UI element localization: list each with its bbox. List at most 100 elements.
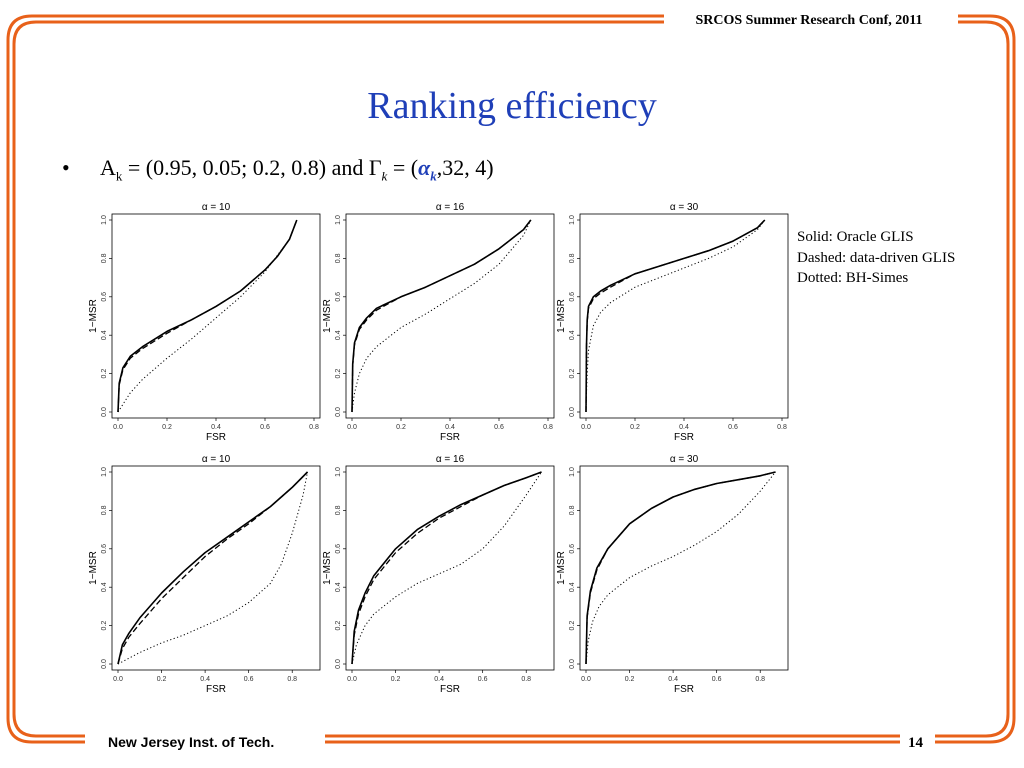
- y-tick-label: 0.8: [569, 253, 576, 263]
- y-axis-label: 1−MSR: [556, 551, 567, 585]
- series-line-solid: [585, 219, 766, 413]
- page-number: 14: [908, 735, 923, 751]
- y-tick-label: 0.2: [101, 369, 108, 379]
- x-tick-label: 0.4: [445, 424, 455, 431]
- frame-corner-top-right: [958, 14, 1016, 80]
- x-tick-label: 0.8: [287, 676, 297, 683]
- x-tick-label: 0.0: [113, 424, 123, 431]
- x-tick-label: 0.2: [157, 676, 167, 683]
- series-line-dotted: [351, 219, 532, 413]
- x-tick-label: 0.0: [113, 676, 123, 683]
- chart-svg: α = 30 0.0 0.2 0.4 0.6 0.8 0.0 0.2 0.4 0.6 0.8 1.0 F…: [556, 202, 789, 443]
- x-tick-label: 0.6: [260, 424, 270, 431]
- chart-svg: α = 10 0.0 0.2 0.4 0.6 0.8 0.0 0.2 0.4 0.6 0.8 1.0 F…: [88, 202, 321, 443]
- x-tick-label: 0.4: [211, 424, 221, 431]
- conference-title: SRCOS Summer Research Conf, 2011: [695, 13, 923, 28]
- y-tick-label: 0.0: [335, 407, 342, 417]
- x-axis-label: FSR: [206, 684, 226, 695]
- gamma-open-text: = (: [387, 155, 419, 180]
- x-tick-label: 0.0: [347, 424, 357, 431]
- x-tick-label: 0.0: [347, 676, 357, 683]
- y-axis-label: 1−MSR: [556, 299, 567, 333]
- y-tick-label: 0.2: [335, 621, 342, 631]
- x-axis-label: FSR: [206, 432, 226, 443]
- x-tick-label: 0.4: [200, 676, 210, 683]
- series-line-solid: [351, 471, 542, 665]
- y-tick-label: 0.0: [569, 407, 576, 417]
- y-tick-label: 0.8: [335, 253, 342, 263]
- y-tick-label: 0.6: [335, 544, 342, 554]
- y-tick-label: 0.4: [335, 330, 342, 340]
- series-line-dotted: [117, 219, 298, 413]
- y-axis-label: 1−MSR: [322, 299, 333, 333]
- chart-panel-5: α = 16 0.0 0.2 0.4 0.6 0.8 0.0 0.2 0.4 0.6 0.8 1.0 F…: [322, 452, 555, 704]
- bullet-item: • Ak = (0.95, 0.05; 0.2, 0.8) and Γk = (α…: [62, 155, 494, 184]
- series-line-dotted: [585, 219, 766, 413]
- slide-title: Ranking efficiency: [367, 85, 657, 127]
- series-line-dashed: [351, 219, 532, 413]
- x-tick-label: 0.6: [728, 424, 738, 431]
- y-tick-label: 0.8: [569, 505, 576, 515]
- y-tick-label: 0.4: [335, 582, 342, 592]
- series-line-dotted: [585, 471, 776, 665]
- series-line-solid: [351, 219, 532, 413]
- chart-svg: α = 30 0.0 0.2 0.4 0.6 0.8 0.0 0.2 0.4 0.6 0.8 1.0 F…: [556, 454, 789, 695]
- y-tick-label: 0.8: [335, 505, 342, 515]
- chart-panel-1: α = 10 0.0 0.2 0.4 0.6 0.8 0.0 0.2 0.4 0.6 0.8 1.0 F…: [88, 200, 321, 452]
- y-tick-label: 1.0: [569, 467, 576, 477]
- legend-dashed: Dashed: data-driven GLIS: [797, 249, 956, 266]
- chart-title: α = 16: [436, 454, 465, 465]
- series-line-dashed: [585, 219, 766, 413]
- x-tick-label: 0.4: [668, 676, 678, 683]
- alpha-k-subscript: k: [430, 168, 437, 184]
- y-tick-label: 0.8: [101, 505, 108, 515]
- y-tick-label: 0.6: [335, 292, 342, 302]
- legend-solid: Solid: Oracle GLIS: [797, 229, 914, 245]
- frame-corner-bottom-right: [935, 705, 1016, 744]
- y-tick-label: 0.6: [101, 292, 108, 302]
- plot-box: [345, 213, 555, 419]
- gamma-subscript: k: [381, 168, 388, 184]
- x-tick-label: 0.6: [478, 676, 488, 683]
- x-tick-label: 0.8: [755, 676, 765, 683]
- series-line-solid: [585, 471, 776, 665]
- x-tick-label: 0.2: [391, 676, 401, 683]
- bullet-params-text: = (0.95, 0.05; 0.2, 0.8) and Γ: [122, 155, 382, 180]
- y-tick-label: 0.0: [569, 659, 576, 669]
- x-axis-label: FSR: [674, 432, 694, 443]
- x-tick-label: 0.4: [679, 424, 689, 431]
- x-tick-label: 0.2: [625, 676, 635, 683]
- x-tick-label: 0.2: [396, 424, 406, 431]
- y-tick-label: 0.2: [569, 621, 576, 631]
- y-tick-label: 0.4: [101, 330, 108, 340]
- chart-svg: α = 16 0.0 0.2 0.4 0.6 0.8 0.0 0.2 0.4 0.6 0.8 1.0 F…: [322, 202, 555, 443]
- plot-box: [579, 213, 789, 419]
- frame-corner-bottom-left: [6, 705, 85, 744]
- x-tick-label: 0.4: [434, 676, 444, 683]
- x-tick-label: 0.6: [494, 424, 504, 431]
- y-tick-label: 0.2: [101, 621, 108, 631]
- x-tick-label: 0.2: [630, 424, 640, 431]
- series-line-dashed: [117, 219, 298, 413]
- y-tick-label: 1.0: [569, 215, 576, 225]
- y-tick-label: 0.4: [101, 582, 108, 592]
- x-tick-label: 0.8: [309, 424, 319, 431]
- y-axis-label: 1−MSR: [322, 551, 333, 585]
- matrix-a-subscript: k: [115, 168, 123, 184]
- chart-title: α = 16: [436, 202, 465, 213]
- plot-box: [111, 213, 321, 419]
- x-tick-label: 0.8: [521, 676, 531, 683]
- y-tick-label: 0.6: [569, 544, 576, 554]
- chart-title: α = 10: [202, 202, 231, 213]
- series-line-solid: [117, 219, 298, 413]
- series-line-dotted: [117, 471, 308, 665]
- x-tick-label: 0.8: [543, 424, 553, 431]
- x-axis-label: FSR: [440, 432, 460, 443]
- plot-box: [345, 465, 555, 671]
- plot-box: [579, 465, 789, 671]
- chart-title: α = 10: [202, 454, 231, 465]
- legend-dotted: Dotted: BH-Simes: [797, 270, 909, 286]
- chart-svg: α = 16 0.0 0.2 0.4 0.6 0.8 0.0 0.2 0.4 0.6 0.8 1.0 F…: [322, 454, 555, 695]
- y-tick-label: 0.2: [335, 369, 342, 379]
